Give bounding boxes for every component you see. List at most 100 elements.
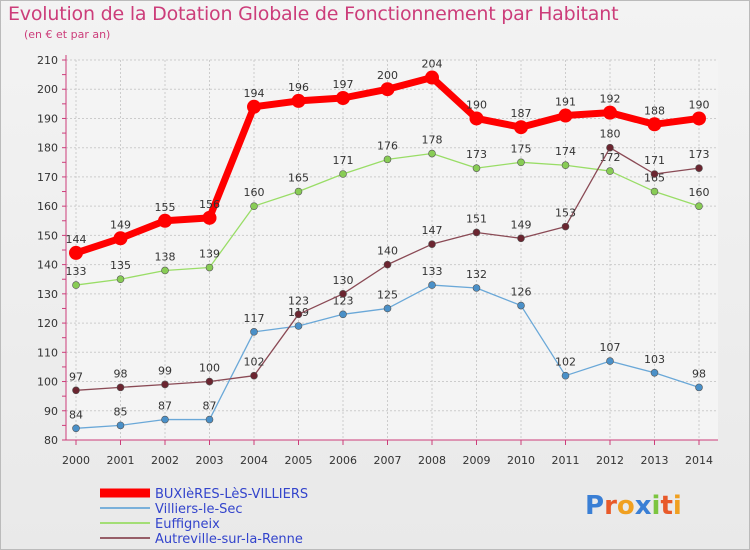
- data-point: [606, 167, 614, 175]
- data-point: [205, 415, 214, 424]
- data-point: [205, 377, 214, 386]
- plot-area: [66, 60, 718, 440]
- data-point: [561, 371, 570, 380]
- data-point: [603, 105, 617, 120]
- data-label: 97: [69, 370, 83, 383]
- data-label: 85: [114, 405, 128, 418]
- data-point: [250, 371, 258, 380]
- data-label: 100: [199, 362, 220, 375]
- data-label: 132: [466, 268, 487, 281]
- data-point: [250, 202, 258, 210]
- x-tick-label: 2013: [641, 454, 669, 467]
- data-label: 99: [158, 364, 172, 377]
- data-point: [517, 234, 525, 243]
- y-tick-label: 130: [37, 288, 58, 301]
- data-label: 133: [66, 265, 87, 278]
- x-tick-label: 2003: [196, 454, 224, 467]
- data-point: [561, 222, 570, 231]
- data-label: 190: [689, 98, 710, 111]
- data-label: 187: [511, 107, 532, 120]
- y-tick-label: 100: [37, 376, 58, 389]
- data-point: [695, 202, 703, 210]
- data-point: [72, 424, 80, 433]
- data-label: 123: [288, 294, 309, 307]
- data-label: 172: [600, 151, 621, 164]
- data-point: [383, 304, 392, 313]
- data-point: [202, 210, 217, 225]
- data-label: 160: [244, 186, 265, 199]
- data-label: 87: [203, 400, 217, 413]
- data-label: 178: [422, 134, 443, 147]
- data-point: [69, 245, 83, 260]
- x-tick-label: 2008: [418, 454, 446, 467]
- data-point: [517, 158, 525, 167]
- data-point: [606, 143, 614, 152]
- x-tick-label: 2004: [240, 454, 268, 467]
- y-tick-label: 80: [44, 434, 58, 447]
- y-tick-label: 200: [37, 83, 58, 96]
- data-point: [428, 149, 436, 158]
- data-point: [517, 301, 525, 310]
- x-tick-label: 2012: [596, 454, 624, 467]
- data-label: 194: [244, 87, 265, 100]
- x-tick-label: 2010: [507, 454, 535, 467]
- data-point: [161, 380, 169, 389]
- data-point: [113, 231, 128, 246]
- data-point: [650, 170, 659, 178]
- data-label: 147: [422, 224, 443, 237]
- logo-letter: i: [651, 491, 661, 521]
- legend-label: BUXIèRES-LèS-VILLIERS: [155, 487, 308, 502]
- data-point: [380, 82, 395, 97]
- data-point: [339, 170, 347, 178]
- data-point: [428, 281, 436, 289]
- proxiti-logo: Proxiti: [585, 491, 682, 521]
- y-tick-label: 180: [37, 142, 58, 155]
- data-label: 123: [333, 294, 354, 307]
- data-point: [428, 240, 436, 248]
- x-tick-label: 2000: [62, 454, 90, 467]
- logo-letter: P: [585, 491, 605, 521]
- x-tick-label: 2011: [552, 454, 580, 467]
- data-label: 153: [555, 207, 576, 220]
- data-label: 138: [155, 250, 176, 263]
- data-point: [205, 263, 214, 272]
- data-point: [250, 328, 258, 336]
- data-label: 180: [600, 128, 621, 141]
- data-label: 151: [466, 212, 487, 225]
- data-point: [469, 111, 484, 126]
- data-label: 176: [377, 139, 398, 152]
- x-tick-label: 2005: [285, 454, 313, 467]
- data-label: 135: [110, 259, 131, 272]
- data-label: 171: [644, 154, 665, 167]
- x-tick-label: 2006: [329, 454, 357, 467]
- data-point: [158, 213, 172, 228]
- y-tick-label: 110: [37, 346, 58, 359]
- data-label: 190: [466, 98, 487, 111]
- data-point: [116, 275, 125, 284]
- data-label: 149: [110, 218, 131, 231]
- data-label: 175: [511, 142, 532, 155]
- y-tick-label: 150: [37, 229, 58, 242]
- data-label: 98: [692, 367, 706, 380]
- data-label: 117: [244, 312, 265, 325]
- data-point: [72, 386, 80, 395]
- data-label: 130: [333, 274, 354, 287]
- logo-letter: x: [634, 491, 652, 521]
- data-label: 98: [114, 367, 128, 380]
- legend-label: Euffigneix: [155, 517, 220, 532]
- logo-letter: o: [616, 491, 635, 521]
- x-tick-label: 2001: [107, 454, 135, 467]
- data-label: 191: [555, 96, 576, 109]
- data-label: 156: [199, 198, 220, 211]
- data-label: 133: [422, 265, 443, 278]
- y-tick-label: 120: [37, 317, 58, 330]
- x-tick-label: 2007: [374, 454, 402, 467]
- data-label: 174: [555, 145, 576, 158]
- data-point: [606, 357, 614, 365]
- data-label: 126: [511, 286, 532, 299]
- data-point: [695, 164, 703, 172]
- data-point: [116, 421, 125, 430]
- data-label: 125: [377, 288, 398, 301]
- data-label: 84: [69, 408, 83, 421]
